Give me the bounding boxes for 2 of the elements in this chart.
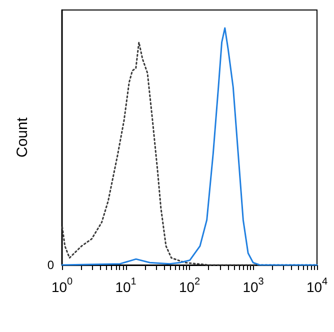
- text: 0: [47, 258, 54, 272]
- y-axis-title: Count: [14, 116, 31, 158]
